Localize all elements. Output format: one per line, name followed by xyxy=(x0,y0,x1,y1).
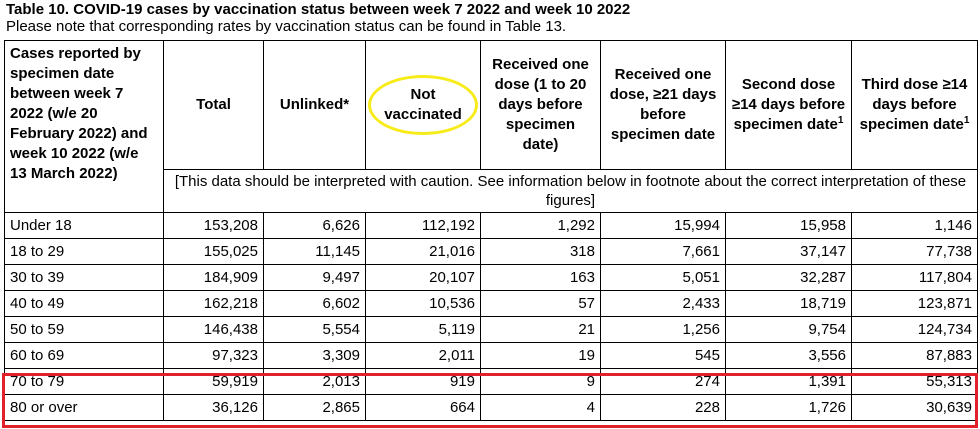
not-vaccinated-cell: 20,107 xyxy=(365,264,481,291)
third-dose-cell: 124,734 xyxy=(851,316,978,343)
age-group-cell: 60 to 69 xyxy=(4,342,164,369)
total-cell: 146,438 xyxy=(163,316,264,343)
third-dose-cell: 30,639 xyxy=(851,394,978,421)
total-cell: 59,919 xyxy=(163,368,264,395)
second-dose-cell: 3,556 xyxy=(725,342,852,369)
table-row: Under 18 153,208 6,626 112,192 1,292 15,… xyxy=(4,212,978,239)
one-dose-21-cell: 1,256 xyxy=(600,316,726,343)
table-row: 60 to 69 97,323 3,309 2,011 19 545 3,556… xyxy=(4,342,978,369)
second-dose-cell: 1,726 xyxy=(725,394,852,421)
one-dose-1-20-cell: 57 xyxy=(480,290,601,317)
one-dose-21-cell: 228 xyxy=(600,394,726,421)
not-vaccinated-cell: 2,011 xyxy=(365,342,481,369)
third-dose-cell: 55,313 xyxy=(851,368,978,395)
one-dose-1-20-cell: 163 xyxy=(480,264,601,291)
not-vaccinated-cell: 10,536 xyxy=(365,290,481,317)
table-row: 80 or over 36,126 2,865 664 4 228 1,726 … xyxy=(4,394,978,421)
second-dose-cell: 15,958 xyxy=(725,212,852,239)
age-group-cell: Under 18 xyxy=(4,212,164,239)
total-cell: 162,218 xyxy=(163,290,264,317)
one-dose-1-20-cell: 9 xyxy=(480,368,601,395)
not-vaccinated-cell: 112,192 xyxy=(365,212,481,239)
header-one-dose-1-20: Received one dose (1 to 20 days before s… xyxy=(480,40,601,170)
age-group-cell: 70 to 79 xyxy=(4,368,164,395)
table-row: 70 to 79 59,919 2,013 919 9 274 1,391 55… xyxy=(4,368,978,395)
one-dose-21-cell: 274 xyxy=(600,368,726,395)
age-group-cell: 80 or over xyxy=(4,394,164,421)
one-dose-1-20-cell: 4 xyxy=(480,394,601,421)
not-vaccinated-cell: 919 xyxy=(365,368,481,395)
second-dose-cell: 18,719 xyxy=(725,290,852,317)
header-not-vaccinated-label: Not vaccinated xyxy=(384,86,462,123)
unlinked-cell: 3,309 xyxy=(263,342,366,369)
table-row: 50 to 59 146,438 5,554 5,119 21 1,256 9,… xyxy=(4,316,978,343)
header-unlinked: Unlinked* xyxy=(263,40,366,170)
not-vaccinated-cell: 664 xyxy=(365,394,481,421)
header-row: Cases reported by specimen date between … xyxy=(4,40,978,213)
unlinked-cell: 6,626 xyxy=(263,212,366,239)
header-second-dose-label: Second dose ≥14 days before specimen dat… xyxy=(731,76,846,133)
second-dose-cell: 37,147 xyxy=(725,238,852,265)
age-group-cell: 50 to 59 xyxy=(4,316,164,343)
table-row: 40 to 49 162,218 6,602 10,536 57 2,433 1… xyxy=(4,290,978,317)
header-second-dose: Second dose ≥14 days before specimen dat… xyxy=(725,40,852,170)
age-group-cell: 18 to 29 xyxy=(4,238,164,265)
caution-note: [This data should be interpreted with ca… xyxy=(163,169,978,213)
vaccination-cases-table: Cases reported by specimen date between … xyxy=(4,40,978,421)
one-dose-1-20-cell: 21 xyxy=(480,316,601,343)
one-dose-21-cell: 2,433 xyxy=(600,290,726,317)
table-body: Under 18 153,208 6,626 112,192 1,292 15,… xyxy=(4,212,978,421)
total-cell: 36,126 xyxy=(163,394,264,421)
one-dose-21-cell: 545 xyxy=(600,342,726,369)
total-cell: 153,208 xyxy=(163,212,264,239)
header-total: Total xyxy=(163,40,264,170)
third-dose-cell: 1,146 xyxy=(851,212,978,239)
table-row: 18 to 29 155,025 11,145 21,016 318 7,661… xyxy=(4,238,978,265)
header-not-vaccinated: Not vaccinated xyxy=(365,40,481,170)
one-dose-21-cell: 5,051 xyxy=(600,264,726,291)
not-vaccinated-cell: 5,119 xyxy=(365,316,481,343)
total-cell: 155,025 xyxy=(163,238,264,265)
age-group-cell: 40 to 49 xyxy=(4,290,164,317)
unlinked-cell: 11,145 xyxy=(263,238,366,265)
one-dose-1-20-cell: 19 xyxy=(480,342,601,369)
table-subtitle: Please note that corresponding rates by … xyxy=(6,18,567,35)
third-dose-cell: 117,804 xyxy=(851,264,978,291)
unlinked-cell: 9,497 xyxy=(263,264,366,291)
table-row: 30 to 39 184,909 9,497 20,107 163 5,051 … xyxy=(4,264,978,291)
second-dose-cell: 32,287 xyxy=(725,264,852,291)
header-one-dose-21: Received one dose, ≥21 days before speci… xyxy=(600,40,726,170)
header-period: Cases reported by specimen date between … xyxy=(4,40,164,213)
age-group-cell: 30 to 39 xyxy=(4,264,164,291)
second-dose-cell: 9,754 xyxy=(725,316,852,343)
unlinked-cell: 6,602 xyxy=(263,290,366,317)
one-dose-21-cell: 15,994 xyxy=(600,212,726,239)
unlinked-cell: 2,865 xyxy=(263,394,366,421)
footnote-marker: 1 xyxy=(963,115,970,126)
header-third-dose: Third dose ≥14 days before specimen date… xyxy=(851,40,978,170)
third-dose-cell: 87,883 xyxy=(851,342,978,369)
unlinked-cell: 5,554 xyxy=(263,316,366,343)
total-cell: 97,323 xyxy=(163,342,264,369)
third-dose-cell: 123,871 xyxy=(851,290,978,317)
one-dose-21-cell: 7,661 xyxy=(600,238,726,265)
table-title: Table 10. COVID-19 cases by vaccination … xyxy=(6,1,631,18)
not-vaccinated-cell: 21,016 xyxy=(365,238,481,265)
third-dose-cell: 77,738 xyxy=(851,238,978,265)
second-dose-cell: 1,391 xyxy=(725,368,852,395)
header-third-dose-label: Third dose ≥14 days before specimen date xyxy=(859,76,968,133)
unlinked-cell: 2,013 xyxy=(263,368,366,395)
footnote-marker: 1 xyxy=(837,115,844,126)
total-cell: 184,909 xyxy=(163,264,264,291)
one-dose-1-20-cell: 1,292 xyxy=(480,212,601,239)
one-dose-1-20-cell: 318 xyxy=(480,238,601,265)
